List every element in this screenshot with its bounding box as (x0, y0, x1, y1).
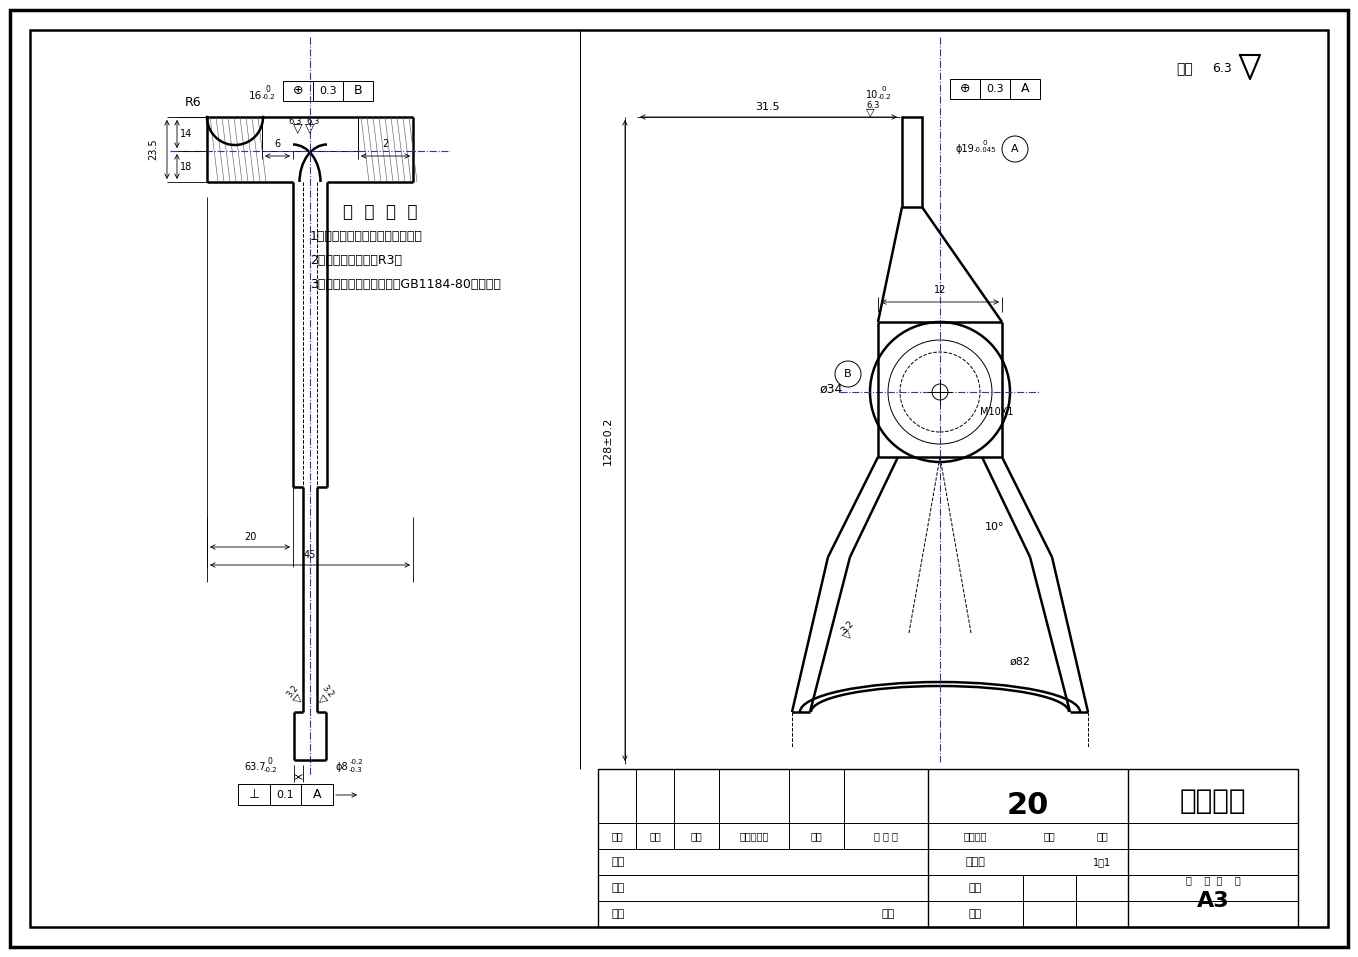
Text: 阶段标记: 阶段标记 (963, 831, 987, 841)
Text: 20: 20 (244, 532, 257, 542)
Text: 0: 0 (983, 140, 987, 146)
Text: 31.5: 31.5 (755, 102, 781, 112)
Text: 重量: 重量 (1043, 831, 1055, 841)
Text: 20: 20 (1006, 790, 1050, 819)
Text: -0.045: -0.045 (974, 147, 997, 153)
Text: 6.3: 6.3 (1213, 62, 1232, 76)
Bar (282, 81, 373, 101)
Text: 标准化: 标准化 (966, 857, 985, 867)
Text: 年 月 日: 年 月 日 (875, 831, 898, 841)
Text: 其余: 其余 (1176, 62, 1194, 76)
Text: -0.2: -0.2 (349, 759, 363, 765)
Text: 审核: 审核 (611, 883, 625, 893)
Bar (951, 79, 1040, 99)
Text: ▽: ▽ (293, 122, 303, 136)
Text: 标记: 标记 (611, 831, 623, 841)
Bar (598, 769, 1298, 927)
Text: ⊥: ⊥ (249, 788, 259, 801)
Text: 6.3: 6.3 (288, 118, 301, 126)
Text: 签名: 签名 (811, 831, 823, 841)
Text: 0: 0 (881, 86, 887, 92)
Text: 45: 45 (304, 550, 316, 560)
Text: 0.3: 0.3 (986, 84, 1004, 94)
Text: 6.3: 6.3 (866, 100, 880, 109)
Text: 63.7: 63.7 (244, 762, 266, 772)
Text: ▽: ▽ (306, 122, 315, 136)
Text: 比例: 比例 (1096, 831, 1108, 841)
Text: 12: 12 (934, 285, 947, 295)
Text: 3.2: 3.2 (839, 619, 857, 635)
Text: 2: 2 (382, 139, 388, 149)
Text: 分区: 分区 (691, 831, 702, 841)
Text: 2、未注明圆角均为R3；: 2、未注明圆角均为R3； (310, 255, 402, 268)
Text: A: A (312, 788, 322, 801)
Text: 16: 16 (249, 91, 262, 101)
Text: B: B (353, 84, 363, 98)
Text: 10°: 10° (986, 522, 1005, 532)
Text: 共    张  第    张: 共 张 第 张 (1186, 875, 1240, 885)
Text: 批准: 批准 (881, 909, 895, 919)
Text: 14: 14 (179, 129, 191, 139)
Text: R6: R6 (185, 96, 201, 108)
Bar (238, 784, 333, 805)
Text: 技  术  要  求: 技 术 要 求 (342, 203, 417, 221)
Text: 23.5: 23.5 (148, 139, 158, 161)
Text: ▽: ▽ (292, 693, 304, 705)
Text: 0: 0 (266, 84, 270, 94)
Text: 工艺: 工艺 (611, 909, 625, 919)
Text: ø34: ø34 (820, 383, 843, 395)
Text: 3.2: 3.2 (319, 683, 334, 699)
Text: 班级: 班级 (968, 883, 982, 893)
Text: -0.2: -0.2 (261, 94, 274, 100)
Text: 设计: 设计 (611, 857, 625, 867)
Text: -0.3: -0.3 (349, 767, 363, 773)
Text: ▽: ▽ (866, 107, 875, 117)
Text: 0.3: 0.3 (319, 86, 337, 96)
Text: -0.2: -0.2 (877, 94, 891, 100)
Text: -0.2: -0.2 (263, 767, 277, 773)
Text: ⊕: ⊕ (960, 82, 970, 96)
Text: ▽: ▽ (842, 629, 854, 641)
Text: B: B (845, 369, 851, 379)
Text: 更改文件号: 更改文件号 (739, 831, 769, 841)
Text: ⊕: ⊕ (293, 84, 303, 98)
Text: A: A (1012, 144, 1018, 154)
Text: 处数: 处数 (649, 831, 661, 841)
Text: 学号: 学号 (968, 909, 982, 919)
Text: 1：1: 1：1 (1093, 857, 1111, 867)
Text: 1、零件加工表面上不应有划痕；: 1、零件加工表面上不应有划痕； (310, 231, 422, 243)
Text: 128±0.2: 128±0.2 (603, 416, 612, 465)
Text: 汽车拨叉: 汽车拨叉 (1180, 787, 1247, 815)
Text: ø82: ø82 (1009, 657, 1031, 667)
Text: ϕ8: ϕ8 (335, 762, 348, 772)
Bar (902, 117, 922, 207)
Text: 3、未注明形状公差应符合GB1184-80的要求。: 3、未注明形状公差应符合GB1184-80的要求。 (310, 278, 501, 292)
Text: 0.1: 0.1 (277, 790, 295, 799)
Text: 0: 0 (268, 758, 273, 767)
Text: 10: 10 (866, 90, 879, 100)
Text: ▽: ▽ (315, 693, 329, 705)
Text: 3.2: 3.2 (285, 683, 300, 699)
Text: M10X1: M10X1 (980, 407, 1013, 417)
Text: 6: 6 (274, 139, 280, 149)
Text: 6.3: 6.3 (307, 118, 319, 126)
Text: A: A (1021, 82, 1029, 96)
Text: ϕ19: ϕ19 (956, 144, 975, 154)
Text: A3: A3 (1196, 891, 1229, 911)
Text: 18: 18 (179, 162, 191, 171)
